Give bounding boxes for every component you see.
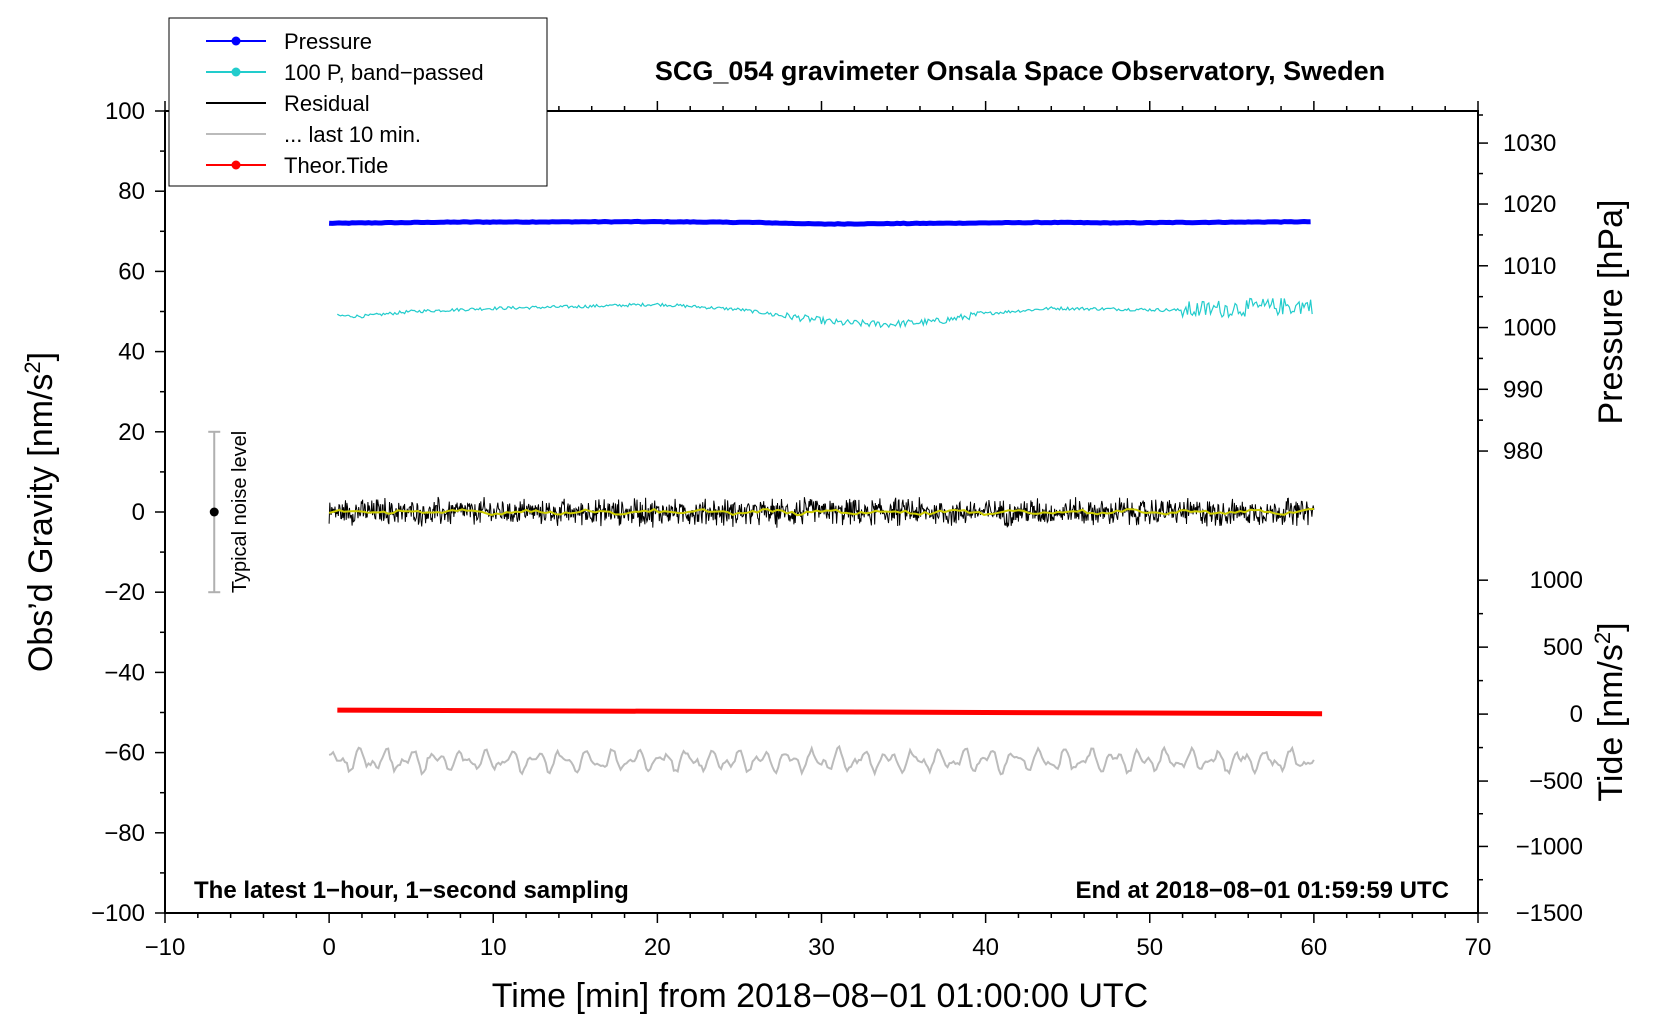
- x-tick-label: 10: [480, 934, 507, 961]
- legend-swatch-marker: [231, 160, 241, 170]
- series-last10min-line: [328, 744, 1315, 777]
- y-tick-label: 100: [105, 98, 145, 125]
- y-tick-label: 40: [118, 339, 145, 366]
- x-tick-label: 20: [644, 934, 671, 961]
- x-tick-label: 50: [1136, 934, 1163, 961]
- x-axis: −10 0 10 20 30 40 50 60 70: [145, 101, 1492, 961]
- y-tick-label: 80: [118, 178, 145, 205]
- series-residual-smoothed-line: [328, 508, 1314, 517]
- noise-bar-label: Typical noise level: [229, 431, 251, 593]
- legend-label: 100 P, band−passed: [284, 60, 484, 85]
- y-tick-label: 0: [132, 499, 145, 526]
- chart-title: SCG_054 gravimeter Onsala Space Observat…: [655, 56, 1385, 86]
- x-tick-label: 40: [972, 934, 999, 961]
- x-tick-label: 0: [322, 934, 335, 961]
- legend-label: Residual: [284, 91, 370, 116]
- y-tick-label: 60: [118, 258, 145, 285]
- y-tick-label: −20: [104, 579, 145, 606]
- series-residual-line: [328, 496, 1315, 528]
- tide-tick-label: −500: [1529, 768, 1583, 795]
- tide-tick-label: −1000: [1516, 833, 1583, 860]
- y-axis-label-left: Obs’d Gravity [nm/s2]: [20, 352, 60, 672]
- y-axis-pressure: 1030 1020 1010 1000 990 980: [1478, 114, 1556, 465]
- x-tick-label: −10: [145, 934, 186, 961]
- legend-label: Theor.Tide: [284, 153, 388, 178]
- y-axis-label-tide: Tide [nm/s2]: [1590, 622, 1630, 801]
- y-tick-label: −80: [104, 820, 145, 847]
- y-axis-left: 100 80 60 40 20 0 −20 −40 −60 −80 −100: [91, 98, 165, 927]
- pressure-tick-label: 980: [1503, 438, 1543, 465]
- y-tick-label: −40: [104, 659, 145, 686]
- tide-tick-label: −1500: [1516, 900, 1583, 927]
- annotation-left: The latest 1−hour, 1−second sampling: [194, 877, 629, 904]
- legend-label: Pressure: [284, 29, 372, 54]
- series-tide-line: [337, 707, 1323, 717]
- x-tick-label: 60: [1301, 934, 1328, 961]
- y-axis-label-pressure: Pressure [hPa]: [1592, 200, 1630, 425]
- annotation-right: End at 2018−08−01 01:59:59 UTC: [1075, 877, 1449, 904]
- tide-tick-label: 1000: [1530, 567, 1583, 594]
- x-axis-label: Time [min] from 2018−08−01 01:00:00 UTC: [492, 977, 1148, 1015]
- pressure-tick-label: 990: [1503, 376, 1543, 403]
- legend-swatch-marker: [231, 36, 241, 46]
- noise-bar-center-dot: [209, 507, 219, 517]
- legend: Pressure 100 P, band−passed Residual ... la…: [168, 17, 548, 187]
- noise-bar: Typical noise level: [208, 430, 251, 594]
- pressure-tick-label: 1020: [1503, 191, 1556, 218]
- y-tick-label: −60: [104, 740, 145, 767]
- tide-tick-label: 0: [1570, 701, 1583, 728]
- series-pressure-line: [328, 218, 1311, 227]
- y-tick-label: −100: [91, 900, 145, 927]
- series-layer: [328, 218, 1323, 777]
- pressure-tick-label: 1000: [1503, 315, 1556, 342]
- y-axis-tide: 1000 500 0 −500 −1000 −1500: [1478, 567, 1583, 927]
- x-tick-label: 70: [1465, 934, 1492, 961]
- pressure-tick-label: 1010: [1503, 253, 1556, 280]
- pressure-tick-label: 1030: [1503, 130, 1556, 157]
- tide-tick-label: 500: [1543, 634, 1583, 661]
- series-bandpassed-line: [336, 297, 1313, 329]
- legend-swatch-marker: [231, 67, 241, 77]
- y-tick-label: 20: [118, 419, 145, 446]
- legend-label: ... last 10 min.: [284, 122, 421, 147]
- x-tick-label: 30: [808, 934, 835, 961]
